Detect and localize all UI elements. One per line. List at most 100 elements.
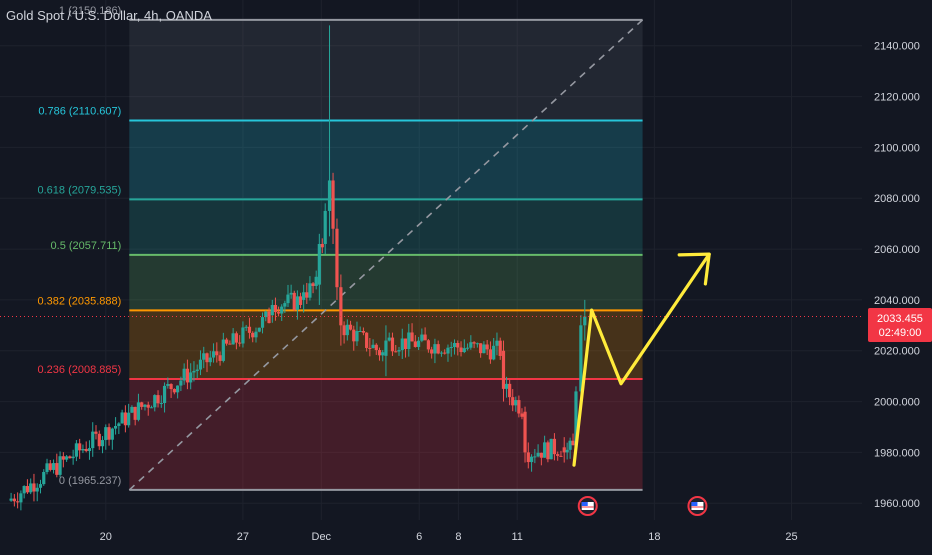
candle-body-13 [51, 463, 56, 470]
candle-body-145 [482, 344, 486, 354]
x-tick-label-5: 11 [511, 531, 522, 543]
fib-zone-1 [129, 120, 643, 200]
fib-label-0.786: 0.786 (2110.607) [38, 105, 121, 117]
candle-body-151 [501, 350, 506, 389]
candle-body-134 [446, 347, 450, 354]
candle-body-108 [361, 330, 366, 333]
candle-body-115 [384, 340, 388, 356]
y-tick-label-5: 2060.000 [874, 244, 920, 256]
candle-body-170 [562, 447, 566, 453]
fibonacci-lines[interactable] [129, 18, 643, 491]
candle-body-63 [215, 351, 219, 356]
candle-body-77 [260, 317, 265, 328]
candle-body-136 [452, 343, 457, 348]
candle-body-50 [172, 389, 176, 393]
candle-body-165 [546, 442, 550, 460]
candle-body-119 [397, 350, 401, 352]
candle-body-133 [443, 352, 447, 354]
candle-body-150 [498, 340, 502, 356]
candle-body-101 [339, 287, 343, 326]
candle-body-117 [390, 337, 395, 352]
candle-body-41 [143, 404, 147, 407]
candle-body-20 [74, 443, 79, 457]
x-tick-label-3: 6 [416, 531, 422, 543]
candle-body-37 [130, 406, 134, 413]
symbol-title[interactable]: Gold Spot / U.S. Dollar, 4h, OANDA [6, 8, 212, 23]
price-badge-value: 2033.455 [877, 313, 923, 325]
candle-body-22 [81, 449, 85, 451]
y-tick-label-3: 2020.000 [874, 346, 920, 358]
price-axis[interactable]: 1960.000 1980.000 2000.000 2020.000 2040.000… [874, 41, 920, 510]
candle-body-82 [276, 312, 281, 314]
projection-arrowhead [677, 252, 711, 286]
candle-body-98 [327, 180, 332, 211]
candle-body-35 [123, 412, 127, 426]
candle-body-19 [71, 456, 75, 459]
candle-body-75 [254, 331, 258, 338]
y-tick-label-8: 2120.000 [874, 92, 920, 104]
candle-body-146 [485, 344, 489, 350]
fibonacci-zones [129, 19, 643, 490]
candle-body-52 [179, 380, 183, 386]
candle-body-154 [511, 397, 515, 406]
candle-body-72 [244, 326, 248, 328]
candle-body-163 [539, 452, 543, 458]
candle-body-76 [257, 327, 261, 332]
candle-body-26 [94, 431, 98, 434]
candle-body-57 [195, 369, 199, 371]
candle-body-31 [110, 428, 114, 440]
us-flag-icon-canton-1 [691, 502, 698, 506]
candle-body-78 [264, 311, 268, 318]
candle-body-84 [283, 303, 287, 307]
candle-body-34 [120, 412, 124, 424]
candle-body-96 [320, 243, 324, 248]
candle-body-67 [228, 343, 232, 345]
candle-body-159 [526, 452, 530, 463]
fib-label-0.382: 0.382 (2035.888) [38, 295, 122, 307]
candle-body-106 [355, 331, 359, 342]
candle-body-153 [508, 383, 512, 398]
fib-label-0.236: 0.236 (2008.885) [38, 364, 122, 376]
candle-body-54 [185, 368, 190, 383]
candle-body-171 [565, 449, 569, 453]
fib-label-0: 0 (1965.237) [59, 475, 121, 487]
candle-body-91 [305, 292, 309, 298]
candle-body-164 [543, 442, 547, 458]
candle-body-137 [456, 343, 460, 348]
candle-body-2 [16, 501, 20, 503]
candle-body-5 [25, 486, 30, 493]
candle-body-69 [234, 333, 238, 343]
candle-body-3 [19, 493, 23, 503]
candle-body-6 [29, 483, 33, 493]
candle-body-73 [247, 326, 252, 333]
candle-body-95 [317, 243, 321, 285]
candle-body-43 [149, 407, 154, 409]
candle-body-139 [462, 348, 466, 353]
candle-body-33 [117, 423, 121, 426]
y-tick-label-9: 2140.000 [874, 41, 920, 53]
time-axis[interactable]: 20 27 Dec 6 8 11 18 25 [100, 531, 798, 543]
candle-body-107 [358, 330, 362, 332]
candle-body-155 [514, 400, 518, 406]
candle-body-10 [42, 471, 46, 485]
y-tick-label-1: 1980.000 [874, 447, 920, 459]
candle-body-116 [387, 337, 391, 341]
candle-body-45 [156, 395, 160, 404]
candle-body-83 [280, 306, 284, 314]
candle-body-161 [533, 456, 537, 458]
candle-body-86 [289, 292, 293, 295]
candle-body-94 [314, 276, 318, 286]
candle-body-74 [251, 332, 255, 338]
candle-body-47 [162, 385, 167, 404]
candle-body-121 [403, 338, 408, 350]
candle-body-55 [189, 372, 193, 383]
candle-body-90 [302, 292, 306, 300]
projection-path[interactable] [572, 252, 711, 467]
fibonacci-labels: 1 (2150.186) 0.786 (2110.607) 0.618 (2079.… [38, 5, 122, 487]
candle-body-110 [368, 347, 372, 349]
candle-body-135 [449, 347, 453, 349]
candle-body-44 [153, 395, 157, 408]
candle-body-23 [84, 449, 88, 452]
